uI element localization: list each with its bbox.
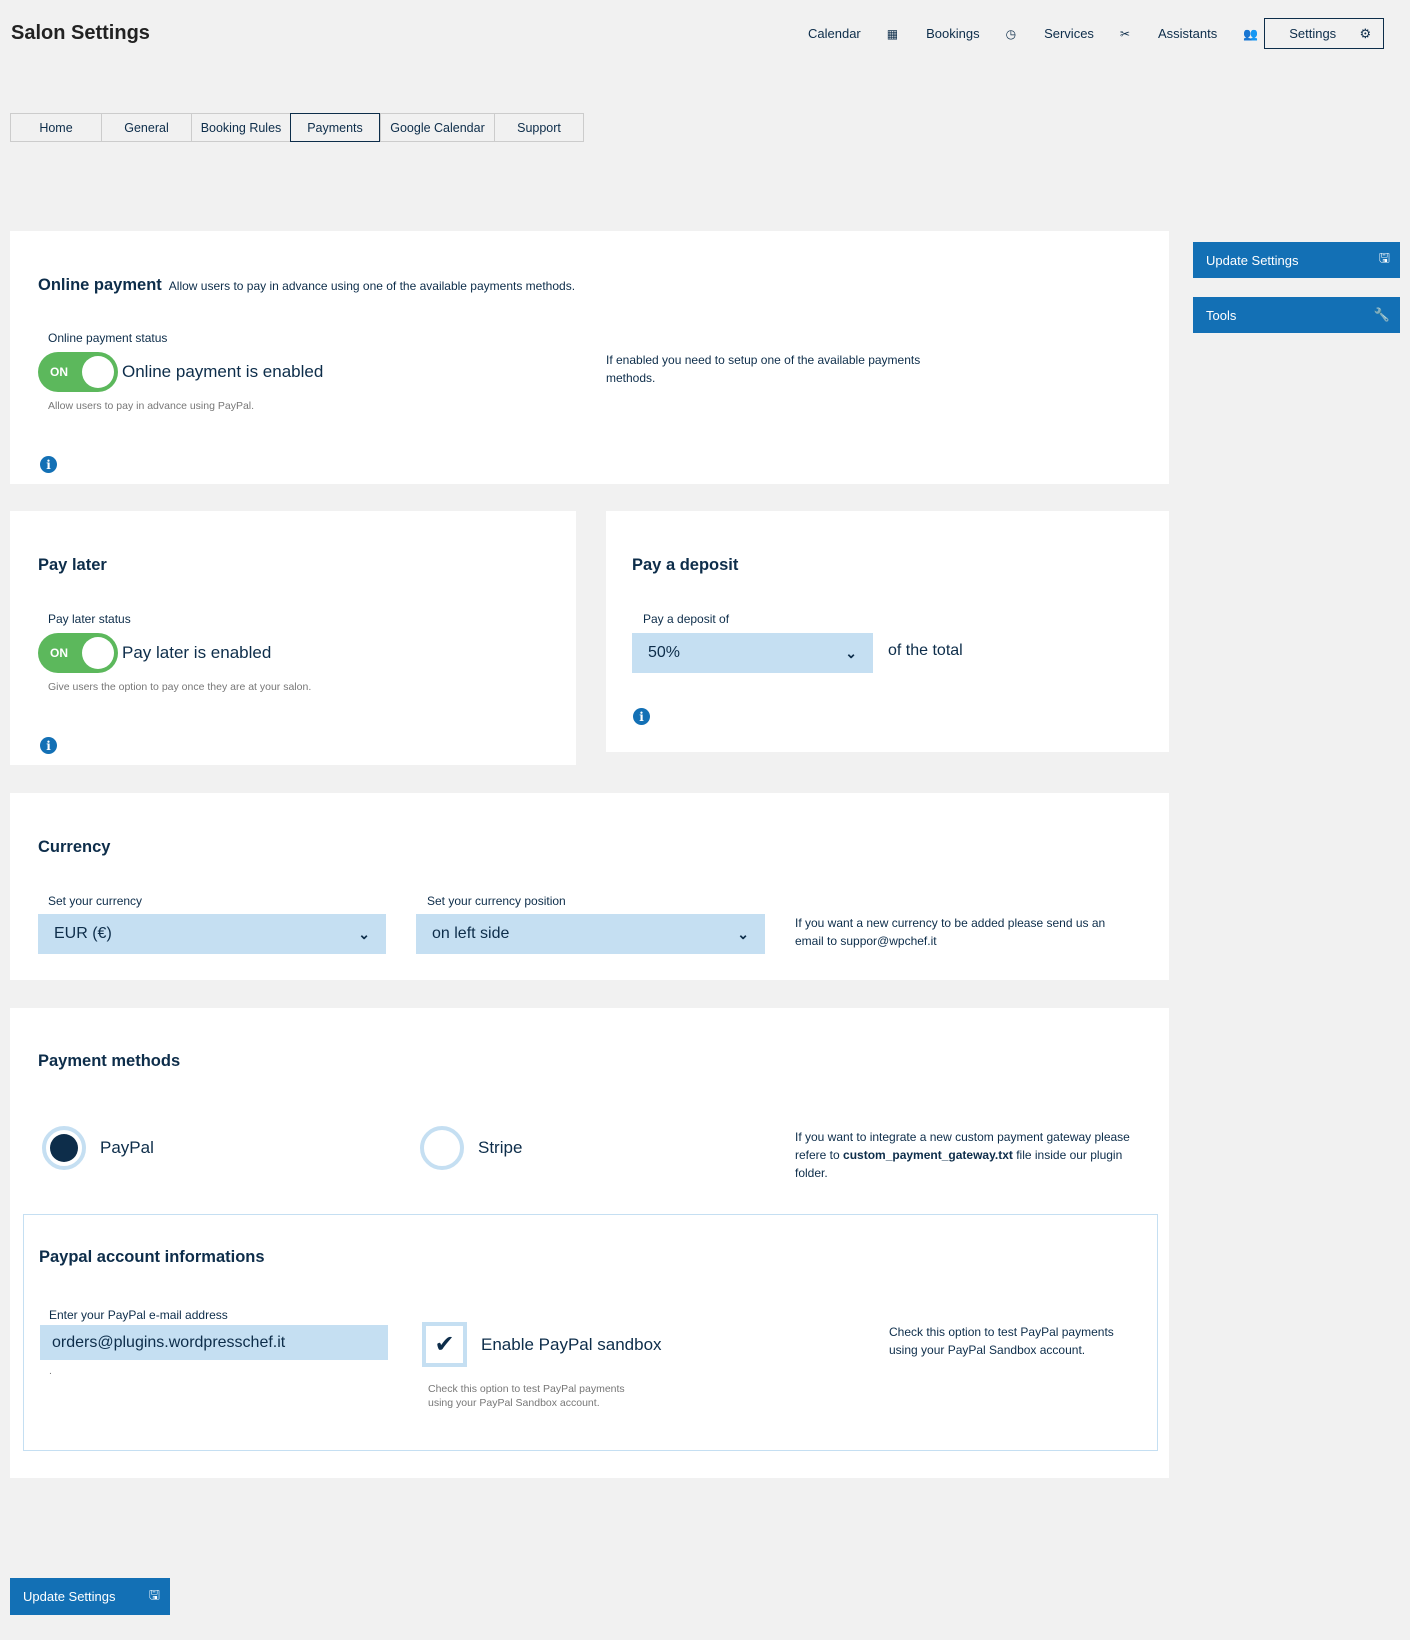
online-payment-title: Online payment xyxy=(38,276,162,294)
payment-methods-panel: Payment methods PayPal Stripe If you wan… xyxy=(10,1008,1169,1478)
currency-position-label: Set your currency position xyxy=(427,894,566,908)
currency-title: Currency xyxy=(38,838,111,856)
note-text: If you want to integrate a new custom pa… xyxy=(795,1130,1130,1162)
sandbox-checkbox[interactable]: ✔ xyxy=(422,1322,467,1367)
tab-home[interactable]: Home xyxy=(10,113,101,142)
online-payment-panel: Online payment Allow users to pay in adv… xyxy=(10,231,1169,484)
currency-note: If you want a new currency to be added p… xyxy=(795,916,1106,948)
save-icon: 🖫 xyxy=(148,1586,160,1602)
chevron-down-icon: ⌄ xyxy=(358,925,370,942)
info-icon[interactable]: i xyxy=(633,708,650,725)
pay-later-toggle[interactable]: ON xyxy=(38,633,118,673)
radio-paypal[interactable]: PayPal xyxy=(42,1126,154,1170)
tab-support[interactable]: Support xyxy=(494,113,584,142)
online-payment-note: If enabled you need to setup one of the … xyxy=(606,353,921,385)
pay-later-status-label: Pay later status xyxy=(48,612,131,626)
deposit-title: Pay a deposit xyxy=(632,556,739,574)
sandbox-label: Enable PayPal sandbox xyxy=(481,1334,662,1354)
toggle-label: ON xyxy=(50,365,68,379)
pay-later-panel: Pay later Pay later status ON Pay later … xyxy=(10,511,576,765)
online-payment-state: Online payment is enabled xyxy=(122,362,324,381)
save-icon: 🖫 xyxy=(1378,250,1390,265)
nav-assistants[interactable]: Assistants xyxy=(1158,26,1218,41)
paypal-email-input[interactable]: orders@plugins.wordpresschef.it xyxy=(40,1325,388,1360)
currency-panel: Currency Set your currency EUR (€) ⌄ Set … xyxy=(10,793,1169,980)
deposit-value: 50% xyxy=(648,644,681,661)
toggle-label: ON xyxy=(50,646,68,660)
sandbox-note: Check this option to test PayPal payment… xyxy=(889,1325,1114,1357)
paypal-account-box: Paypal account informations Enter your P… xyxy=(23,1214,1158,1451)
sandbox-help: Check this option to test PayPal payment… xyxy=(428,1383,625,1409)
currency-select[interactable]: EUR (€) ⌄ xyxy=(38,914,386,954)
tab-payments[interactable]: Payments xyxy=(290,113,380,142)
online-payment-toggle[interactable]: ON xyxy=(38,352,118,392)
deposit-label: Pay a deposit of xyxy=(643,612,730,626)
settings-label: Settings xyxy=(1289,26,1337,41)
tools-label: Tools xyxy=(1206,307,1237,323)
top-nav: Calendar ▦ Bookings ◷ Services ✂ Assistants… xyxy=(808,18,1385,49)
settings-tabs: Home General Booking Rules Payments Goog… xyxy=(10,113,584,142)
note-text: file inside our plugin folder. xyxy=(795,1148,1123,1180)
note-file: custom_payment_gateway.txt xyxy=(843,1148,1013,1162)
paypal-email-help: . xyxy=(49,1365,52,1377)
calendar-icon[interactable]: ▦ xyxy=(886,26,899,41)
scissors-icon[interactable]: ✂ xyxy=(1119,26,1130,41)
tab-booking-rules[interactable]: Booking Rules xyxy=(191,113,290,142)
clock-icon[interactable]: ◷ xyxy=(1005,26,1017,41)
deposit-suffix: of the total xyxy=(888,642,963,659)
nav-bookings[interactable]: Bookings xyxy=(926,26,980,41)
pay-later-state: Pay later is enabled xyxy=(122,643,272,662)
footer-update-settings-button[interactable]: Update Settings 🖫 xyxy=(10,1578,170,1615)
chevron-down-icon: ⌄ xyxy=(737,925,749,942)
paypal-account-title: Paypal account informations xyxy=(39,1248,265,1266)
radio-checked[interactable] xyxy=(42,1126,86,1170)
nav-settings[interactable]: Settings ⚙ xyxy=(1264,18,1385,49)
radio-stripe[interactable]: Stripe xyxy=(420,1126,522,1170)
gear-icon: ⚙ xyxy=(1359,25,1372,41)
nav-calendar[interactable]: Calendar xyxy=(808,26,861,41)
info-icon[interactable]: i xyxy=(40,737,57,754)
payment-methods-title: Payment methods xyxy=(38,1052,181,1070)
currency-label: Set your currency xyxy=(48,894,143,908)
deposit-panel: Pay a deposit Pay a deposit of 50% ⌄ of t… xyxy=(606,511,1169,752)
online-status-label: Online payment status xyxy=(48,331,168,345)
tab-google-calendar[interactable]: Google Calendar xyxy=(380,113,494,142)
check-icon: ✔ xyxy=(434,1331,455,1358)
update-label: Update Settings xyxy=(23,1589,116,1604)
users-icon[interactable]: 👥 xyxy=(1243,26,1259,41)
deposit-select[interactable]: 50% ⌄ xyxy=(632,633,873,673)
nav-services[interactable]: Services xyxy=(1044,26,1094,41)
paypal-email-label: Enter your PayPal e-mail address xyxy=(49,1308,228,1322)
chevron-down-icon: ⌄ xyxy=(845,644,857,661)
tools-button[interactable]: Tools 🔧 xyxy=(1193,297,1400,333)
currency-position-value: on left side xyxy=(432,925,510,942)
methods-note: If you want to integrate a new custom pa… xyxy=(795,1128,1145,1182)
currency-position-select[interactable]: on left side ⌄ xyxy=(416,914,765,954)
wrench-icon: 🔧 xyxy=(1373,307,1390,322)
update-settings-button[interactable]: Update Settings 🖫 xyxy=(1193,242,1400,278)
online-payment-help: Allow users to pay in advance using PayP… xyxy=(48,400,255,412)
radio-unchecked[interactable] xyxy=(420,1126,464,1170)
pay-later-title: Pay later xyxy=(38,556,107,574)
update-label: Update Settings xyxy=(1206,252,1299,268)
tab-general[interactable]: General xyxy=(101,113,191,142)
page-title: Salon Settings xyxy=(11,22,150,44)
stripe-label: Stripe xyxy=(478,1138,523,1157)
currency-value: EUR (€) xyxy=(54,925,112,942)
online-payment-subtitle: Allow users to pay in advance using one … xyxy=(168,279,576,293)
pay-later-help: Give users the option to pay once they a… xyxy=(48,681,312,693)
paypal-label: PayPal xyxy=(100,1138,154,1157)
info-icon[interactable]: i xyxy=(40,456,57,473)
